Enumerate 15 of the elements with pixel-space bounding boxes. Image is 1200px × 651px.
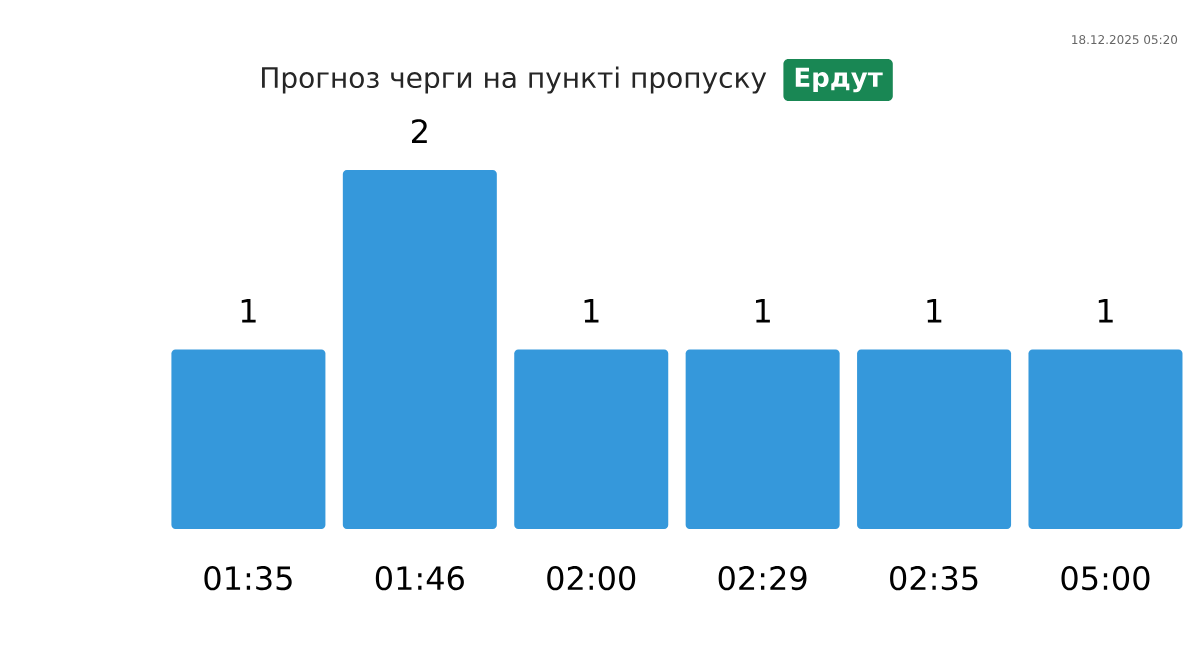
x-tick-label: 05:00 bbox=[1061, 566, 1150, 591]
data-label: 2 bbox=[412, 119, 427, 143]
x-tick-label: 02:35 bbox=[890, 566, 978, 591]
data-label: 1 bbox=[584, 299, 599, 323]
x-tick-label: 02:29 bbox=[718, 566, 807, 591]
chart-title: Прогноз черги на пункті пропуску bbox=[262, 66, 767, 94]
chart-subtitle: Ердут bbox=[795, 67, 883, 93]
x-tick-label: 02:00 bbox=[547, 566, 636, 591]
data-label: 1 bbox=[755, 299, 770, 323]
x-tick-label: 01:35 bbox=[204, 566, 292, 591]
text: 18.12.2025 05:20 bbox=[1072, 35, 1178, 45]
data-label: 1 bbox=[241, 299, 256, 323]
data-label: 1 bbox=[1098, 299, 1113, 323]
x-tick-label: 01:46 bbox=[375, 566, 464, 591]
data-label: 1 bbox=[927, 299, 942, 323]
